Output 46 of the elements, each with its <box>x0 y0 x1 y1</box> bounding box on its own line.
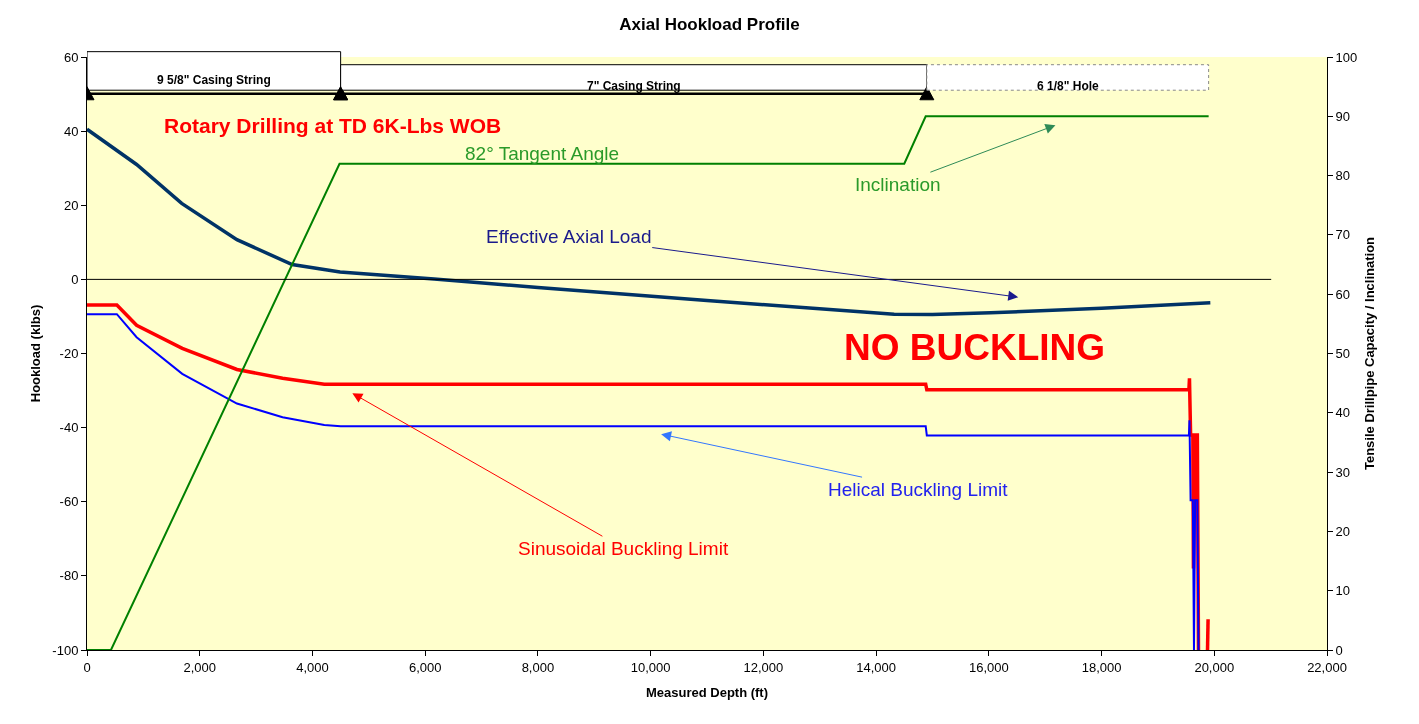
chart-title: Axial Hookload Profile <box>619 15 800 34</box>
y2-tick-label: 70 <box>1335 227 1351 243</box>
band-label: 6 1/8" Hole <box>1037 79 1100 93</box>
x-tick-label: 0 <box>83 659 91 675</box>
x-tick-label: 14,000 <box>856 659 896 675</box>
annotation: 82° Tangent Angle <box>465 143 620 164</box>
y-tick-label: -100 <box>52 642 79 658</box>
y-axis-title: Hookload (klbs) <box>28 304 44 403</box>
annotation: Effective Axial Load <box>486 226 652 247</box>
y2-tick-label: 80 <box>1335 168 1351 184</box>
y2-tick-label: 30 <box>1335 464 1351 480</box>
y-tick-label: -80 <box>59 568 79 584</box>
x-tick-label: 12,000 <box>743 659 784 675</box>
annotation: Helical Buckling Limit <box>828 479 1009 500</box>
band-label: 9 5/8" Casing String <box>157 73 271 87</box>
x-tick-label: 16,000 <box>968 659 1009 675</box>
band-label: 7" Casing String <box>587 79 681 93</box>
y2-tick-label: 100 <box>1335 49 1358 65</box>
y-tick-label: 60 <box>63 49 79 65</box>
x-tick-label: 10,000 <box>630 659 671 675</box>
x-tick-label: 2,000 <box>183 659 216 675</box>
x-axis-title: Measured Depth (ft) <box>645 685 769 701</box>
y-tick-label: -40 <box>59 420 79 436</box>
y2-tick-label: 20 <box>1335 523 1351 539</box>
y2-tick-label: 60 <box>1335 286 1351 302</box>
y-tick-label: 0 <box>71 271 79 287</box>
annotation: NO BUCKLING <box>844 327 1106 368</box>
y2-tick-label: 40 <box>1335 405 1351 421</box>
x-tick-label: 4,000 <box>296 659 329 675</box>
y-tick-label: 20 <box>63 197 79 213</box>
annotation: Inclination <box>855 174 941 195</box>
x-tick-label: 20,000 <box>1194 659 1235 675</box>
y2-tick-label: 50 <box>1335 346 1351 362</box>
y2-tick-label: 90 <box>1335 108 1351 124</box>
y2-axis-title: Tensile Drillpipe Capacity / Inclination <box>1361 236 1377 471</box>
x-tick-label: 6,000 <box>408 659 442 675</box>
y-tick-label: 40 <box>63 123 79 139</box>
y2-tick-label: 10 <box>1335 583 1351 599</box>
y-tick-label: -60 <box>59 494 79 510</box>
x-tick-label: 22,000 <box>1307 659 1347 675</box>
annotation: Rotary Drilling at TD 6K-Lbs WOB <box>164 114 502 137</box>
y2-tick-label: 0 <box>1335 642 1343 658</box>
x-tick-label: 18,000 <box>1081 659 1122 675</box>
y-tick-label: -20 <box>59 346 79 362</box>
x-tick-label: 8,000 <box>521 659 555 675</box>
annotation: Sinusoidal Buckling Limit <box>518 538 729 559</box>
